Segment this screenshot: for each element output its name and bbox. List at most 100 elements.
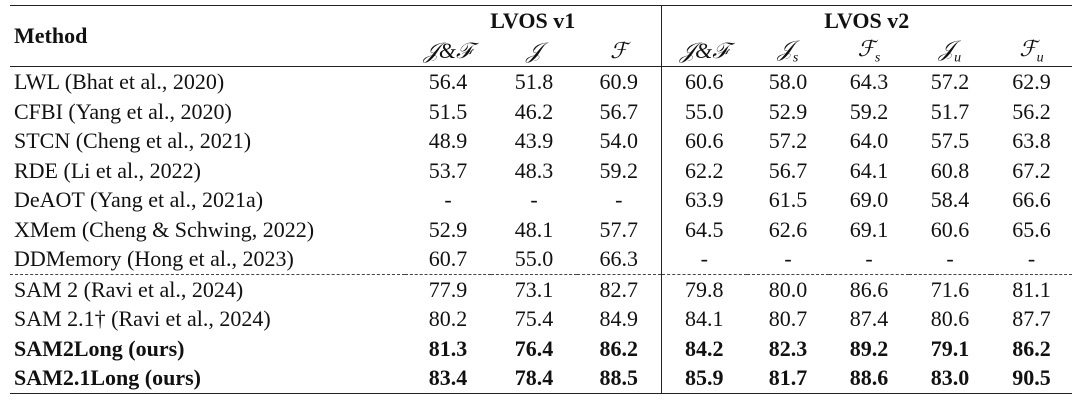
- score-cell: 48.3: [514, 157, 554, 183]
- column-symbol: 𝒥&ℱ: [679, 38, 729, 64]
- score-cell: 48.1: [514, 216, 554, 242]
- method-name: CFBI (Yang et al., 2020): [14, 98, 232, 124]
- method-name: XMem (Cheng & Schwing, 2022): [14, 216, 315, 242]
- score-cell: 60.8: [930, 157, 970, 183]
- column-header: 𝒥u: [909, 36, 991, 67]
- table-row: SAM 2.1† (Ravi et al., 2024) 80.2 75.4 84.9…: [10, 304, 1072, 334]
- table-row: XMem (Cheng & Schwing, 2022) 52.9 48.1 57.7…: [10, 214, 1072, 245]
- score-cell: 84.2: [685, 335, 724, 361]
- score-cell: 81.7: [747, 363, 829, 394]
- table-row: RDE (Li et al., 2022) 53.7 48.3 59.2 62.2 56.…: [10, 155, 1072, 186]
- method-name: SAM2Long (ours): [14, 335, 185, 361]
- method-name: LWL (Bhat et al., 2020): [14, 69, 225, 95]
- score-cell: 51.7: [930, 98, 970, 124]
- score-cell: 69.1: [849, 216, 889, 242]
- score-cell: 54.0: [577, 126, 662, 156]
- column-subscript: s: [874, 50, 881, 66]
- column-symbol: ℱ: [857, 36, 875, 61]
- column-header: ℱs: [829, 36, 909, 67]
- score-cell: 53.7: [428, 157, 468, 183]
- table-row: SAM2.1Long (ours) 83.4 78.4 88.5 85.9 81.7 88.…: [10, 363, 1073, 394]
- score-cell: 59.2: [577, 155, 662, 186]
- score-cell: 60.9: [577, 66, 662, 97]
- score-cell: 66.6: [1012, 187, 1051, 213]
- score-cell: 57.2: [930, 69, 970, 95]
- score-cell: 43.9: [514, 128, 554, 154]
- method-name: STCN (Cheng et al., 2021): [14, 128, 252, 154]
- score-cell: 81.1: [991, 273, 1073, 305]
- score-cell: 64.1: [849, 157, 889, 183]
- column-symbol: 𝒥: [938, 36, 955, 61]
- score-cell: 79.1: [930, 335, 970, 361]
- score-cell: 64.5: [685, 216, 724, 242]
- score-cell: 71.6: [909, 273, 991, 305]
- score-cell: 59.2: [849, 98, 889, 124]
- column-header: ℱu: [991, 36, 1072, 67]
- score-cell: 60.6: [685, 69, 724, 95]
- table-row: CFBI (Yang et al., 2020) 51.5 46.2 56.7 55.0…: [10, 96, 1072, 127]
- table-row: DeAOT (Yang et al., 2021a) - - -63.9 61.5 69.…: [10, 185, 1072, 215]
- column-header: ℱ: [577, 36, 662, 67]
- score-cell: 67.2: [1012, 157, 1051, 183]
- score-cell: 76.4: [514, 335, 554, 361]
- score-cell: 64.3: [849, 69, 889, 95]
- score-cell: 89.2: [849, 335, 889, 361]
- group-header: LVOS v2: [661, 5, 1073, 36]
- score-cell: 84.1: [685, 306, 724, 332]
- score-cell: 58.0: [768, 69, 808, 95]
- table-row: SAM 2 (Ravi et al., 2024) 77.9 73.1 82.7 79.…: [10, 273, 1073, 305]
- score-cell: 66.3: [577, 244, 662, 275]
- score-cell: 63.8: [1012, 128, 1051, 154]
- method-name: SAM 2 (Ravi et al., 2024): [10, 273, 405, 305]
- method-name: SAM2.1Long (ours): [10, 363, 405, 394]
- score-cell: 63.9: [685, 187, 724, 213]
- score-cell: -: [577, 185, 662, 215]
- score-cell: -: [946, 246, 954, 272]
- score-cell: 77.9: [405, 273, 491, 305]
- score-cell: 52.9: [428, 216, 468, 242]
- score-cell: 83.4: [405, 363, 491, 394]
- score-cell: 82.7: [577, 273, 662, 305]
- column-subscript: u: [954, 50, 962, 66]
- score-cell: -: [865, 246, 873, 272]
- method-header: Method: [10, 4, 405, 67]
- method-name: SAM 2.1† (Ravi et al., 2024): [14, 306, 271, 332]
- group-header: LVOS v1: [405, 5, 662, 36]
- score-cell: 56.7: [768, 157, 808, 183]
- method-name: RDE (Li et al., 2022): [14, 157, 201, 183]
- score-cell: 61.5: [768, 187, 808, 213]
- score-cell: 78.4: [491, 363, 577, 394]
- score-cell: 62.6: [768, 216, 808, 242]
- results-table: Method LVOS v1 LVOS v2 𝒥&ℱ 𝒥 ℱ 𝒥&ℱ 𝒥s ℱs 𝒥u ℱu …: [10, 4, 1073, 394]
- score-cell: 90.5: [991, 363, 1073, 394]
- score-cell: 46.2: [514, 98, 554, 124]
- score-cell: 64.0: [849, 128, 889, 154]
- score-cell: 55.0: [514, 246, 554, 272]
- score-cell: 87.4: [849, 306, 889, 332]
- table-row: DDMemory (Hong et al., 2023) 60.7 55.0 66.3…: [10, 244, 1072, 275]
- score-cell: -: [1027, 246, 1036, 272]
- score-cell: 65.6: [1012, 216, 1051, 242]
- score-cell: 82.3: [768, 335, 808, 361]
- score-cell: 56.7: [577, 96, 662, 127]
- score-cell: 57.5: [930, 128, 970, 154]
- score-cell: 80.7: [768, 306, 808, 332]
- score-cell: 86.6: [829, 273, 909, 305]
- method-name: DDMemory (Hong et al., 2023): [14, 246, 294, 272]
- score-cell: -: [700, 246, 708, 272]
- score-cell: 75.4: [514, 306, 554, 332]
- method-name: DeAOT (Yang et al., 2021a): [14, 187, 264, 213]
- score-cell: 79.8: [661, 273, 747, 305]
- score-cell: 55.0: [685, 98, 724, 124]
- score-cell: 81.3: [428, 335, 468, 361]
- score-cell: 60.7: [428, 246, 468, 272]
- score-cell: 86.2: [577, 333, 662, 364]
- score-cell: 80.6: [930, 306, 970, 332]
- score-cell: 57.7: [577, 214, 662, 245]
- score-cell: 73.1: [491, 273, 577, 305]
- score-cell: 69.0: [849, 187, 889, 213]
- score-cell: 87.7: [1012, 306, 1051, 332]
- score-cell: 86.2: [1012, 335, 1051, 361]
- score-cell: 80.2: [428, 306, 468, 332]
- column-header: 𝒥: [491, 36, 577, 67]
